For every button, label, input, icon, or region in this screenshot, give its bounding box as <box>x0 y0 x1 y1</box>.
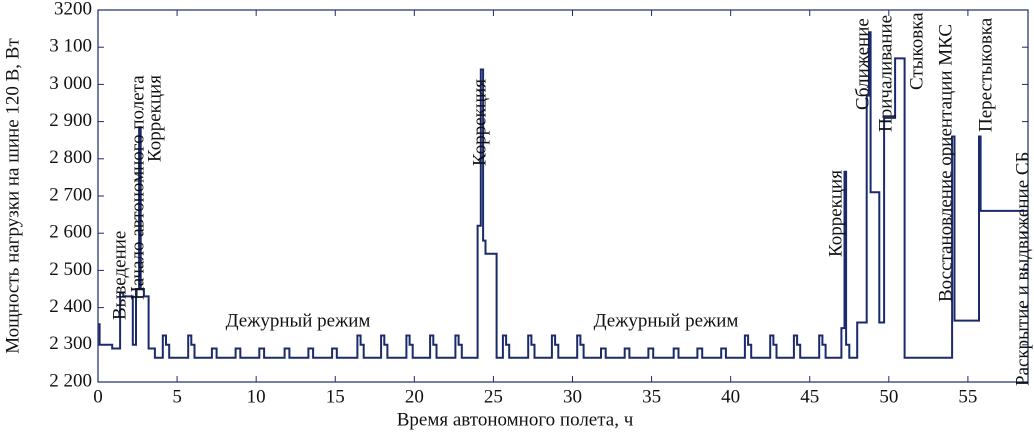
power-line <box>98 31 1028 359</box>
annotation: Сближение <box>852 18 873 110</box>
x-tick-label: 20 <box>405 386 424 407</box>
y-tick-label: 2 300 <box>49 333 92 354</box>
x-axis-label: Время автономного полета, ч <box>397 409 634 430</box>
y-tick-label: 2 900 <box>49 110 92 131</box>
x-tick-label: 45 <box>800 386 819 407</box>
annotation: Перестыковка <box>975 17 996 132</box>
annotation: Коррекция <box>144 75 165 162</box>
annotation: Коррекция <box>469 79 490 166</box>
x-tick-label: 30 <box>563 386 582 407</box>
annotation: Восстановление ориентации МКС <box>935 24 956 302</box>
y-tick-label: 2 600 <box>49 222 92 243</box>
x-tick-label: 55 <box>958 386 977 407</box>
annotation: Коррекция <box>825 170 846 257</box>
y-axis-label: Мощность нагрузки на шине 120 В, Вт <box>2 38 23 354</box>
y-tick-label: 2 500 <box>49 259 92 280</box>
x-tick-label: 10 <box>247 386 266 407</box>
y-tick-label: 2 800 <box>49 147 92 168</box>
annotation: Начало автономного полета <box>127 75 148 300</box>
y-tick-label: 3 000 <box>49 73 92 94</box>
annotation: Выведение <box>109 231 130 320</box>
y-tick-label: 2 400 <box>49 296 92 317</box>
y-tick-label: 3200 <box>54 0 92 19</box>
x-tick-label: 40 <box>721 386 740 407</box>
annotation: Дежурный режим <box>594 310 739 331</box>
y-tick-label: 2 200 <box>49 370 92 391</box>
x-tick-label: 5 <box>172 386 182 407</box>
annotation: Раскрытие и выдвижение СБ <box>1012 152 1033 386</box>
annotation: Причаливание <box>875 15 896 132</box>
y-tick-label: 2 700 <box>49 184 92 205</box>
x-tick-label: 50 <box>879 386 898 407</box>
x-tick-label: 0 <box>93 386 103 407</box>
x-tick-label: 35 <box>642 386 661 407</box>
annotation: Стыковка <box>906 12 927 90</box>
x-tick-label: 15 <box>326 386 345 407</box>
x-tick-label: 25 <box>484 386 503 407</box>
y-tick-label: 3 100 <box>49 36 92 57</box>
annotation: Дежурный режим <box>226 310 371 331</box>
